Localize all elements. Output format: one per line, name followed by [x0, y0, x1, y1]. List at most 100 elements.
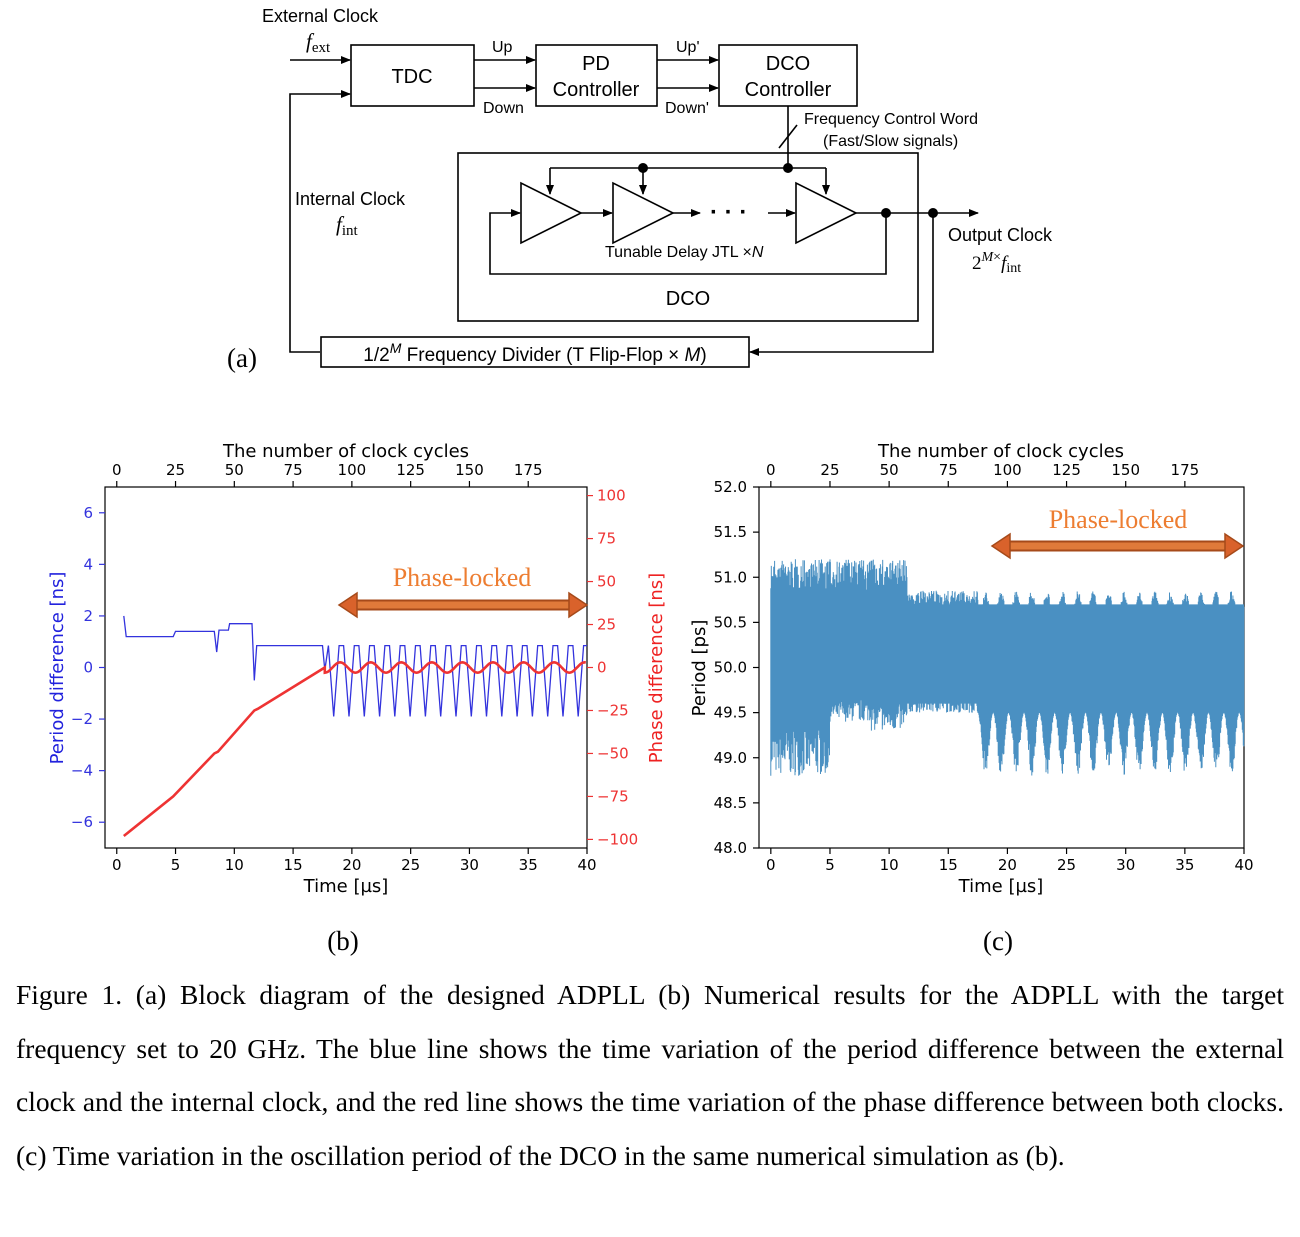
y-tick-label-right: −75 — [597, 787, 629, 805]
y-tick-label: 52.0 — [714, 478, 747, 496]
y-tick-label-right: −50 — [597, 744, 629, 762]
x-tick-label: 35 — [1175, 856, 1194, 874]
external-clock-label: External Clock — [262, 6, 379, 26]
internal-clock-label: Internal Clock — [295, 189, 406, 209]
pd-label-1: PD — [582, 53, 610, 75]
feedback-line — [289, 90, 351, 353]
y-tick-label-right: 50 — [597, 573, 616, 591]
y-tick-label: 49.5 — [714, 704, 747, 722]
ellipsis-dots: · · · — [710, 199, 747, 226]
x-tick-label: 20 — [998, 856, 1017, 874]
jtl-label: Tunable Delay JTL ×N — [605, 244, 764, 261]
tdc-label: TDC — [391, 66, 432, 88]
x-tick-label: 15 — [284, 856, 303, 874]
fcw-label-2: (Fast/Slow signals) — [823, 133, 958, 150]
x-tick-label: 40 — [577, 856, 596, 874]
jtl-buffer — [795, 181, 858, 245]
top-tick-label: 100 — [338, 461, 367, 479]
x-tick-label: 0 — [766, 856, 776, 874]
period-core-band — [770, 599, 1244, 704]
y-tick-label-right: 100 — [597, 487, 626, 505]
y-tick-label-left: 0 — [83, 659, 93, 677]
dco-block — [457, 152, 919, 322]
locked-arrowhead-left — [337, 591, 358, 619]
top-axis-title: The number of clock cycles — [877, 441, 1124, 462]
pd-controller-block — [535, 44, 658, 107]
x-tick-label: 40 — [1234, 856, 1253, 874]
fcw-bus-slash — [778, 124, 798, 149]
figure: External Clock fext TDC Up Down PD Contr… — [47, 6, 1254, 956]
top-tick-label: 175 — [514, 461, 543, 479]
up-label: Up — [492, 39, 513, 56]
y-tick-label: 50.5 — [714, 613, 747, 631]
top-tick-label: 100 — [993, 461, 1022, 479]
dco-controller-label-2: Controller — [745, 79, 832, 101]
y-tick-label-right: 75 — [597, 530, 616, 548]
x-tick-label: 10 — [225, 856, 244, 874]
y-tick-label-right: −25 — [597, 701, 629, 719]
y-tick-label-left: −4 — [71, 762, 93, 780]
pd-label-2: Controller — [553, 79, 640, 101]
x-tick-label: 30 — [460, 856, 479, 874]
locked-arrowhead-right — [568, 591, 589, 619]
phase-locked-label: Phase-locked — [393, 563, 532, 592]
junction-dot — [783, 163, 793, 173]
y-axis-title: Period [ps] — [689, 620, 710, 717]
y-tick-label-right: 0 — [597, 659, 607, 677]
ring-feedback — [489, 209, 887, 275]
tdc-block — [350, 44, 475, 107]
x-tick-label: 5 — [825, 856, 835, 874]
top-tick-label: 50 — [225, 461, 244, 479]
frequency-divider-label: 1/2M Frequency Divider (T Flip-Flop × M) — [363, 340, 706, 366]
y-tick-label-left: −2 — [71, 710, 93, 728]
junction-dot — [881, 208, 891, 218]
y-axis-title-left: Period difference [ns] — [47, 572, 68, 765]
y-axis-title-right: Phase difference [ns] — [646, 573, 667, 763]
up-prime-label: Up' — [676, 39, 700, 56]
chart-b: The number of clock cycles Time [µs] Per… — [47, 441, 667, 956]
down-prime-label: Down' — [665, 100, 709, 117]
top-tick-label: 50 — [880, 461, 899, 479]
x-tick-label: 5 — [171, 856, 181, 874]
x-tick-label: 30 — [1116, 856, 1135, 874]
top-tick-label: 125 — [1052, 461, 1081, 479]
locked-arrowhead-right — [1224, 532, 1245, 560]
y-tick-label: 48.5 — [714, 794, 747, 812]
x-tick-label: 15 — [939, 856, 958, 874]
y-tick-label: 48.0 — [714, 839, 747, 857]
chart-c-marks: 0 5 10 15 20 25 30 35 40 0 25 50 75 100 125 150 175 48.0 4… — [714, 461, 1254, 874]
figure-caption: Figure 1. (a) Block diagram of the desig… — [16, 979, 1284, 1171]
phase-difference-line — [122, 660, 587, 838]
dco-controller-block — [718, 44, 858, 107]
top-tick-label: 0 — [766, 461, 776, 479]
jtl-buffer — [520, 181, 583, 245]
x-tick-label: 0 — [112, 856, 122, 874]
top-tick-label: 25 — [166, 461, 185, 479]
x-tick-label: 35 — [519, 856, 538, 874]
y-tick-label: 51.0 — [714, 568, 747, 586]
top-axis-title: The number of clock cycles — [222, 441, 469, 462]
y-tick-label-right: 25 — [597, 616, 616, 634]
top-tick-label: 150 — [455, 461, 484, 479]
top-tick-label: 75 — [939, 461, 958, 479]
x-tick-label: 25 — [1057, 856, 1076, 874]
top-tick-label: 25 — [820, 461, 839, 479]
x-axis-title: Time [µs] — [303, 876, 389, 897]
y-tick-label-left: 6 — [83, 504, 93, 522]
down-label: Down — [483, 100, 524, 117]
x-tick-label: 25 — [401, 856, 420, 874]
divider-feedback — [749, 213, 934, 356]
y-tick-label-left: −6 — [71, 813, 93, 831]
y-tick-label: 50.0 — [714, 659, 747, 677]
x-tick-label: 10 — [880, 856, 899, 874]
panel-label-b: (b) — [327, 926, 358, 956]
dco-controller-label-1: DCO — [766, 53, 810, 75]
jtl-buffer — [612, 181, 675, 245]
top-tick-label: 75 — [284, 461, 303, 479]
y-tick-label-left: 4 — [83, 555, 93, 573]
output-clock-label: Output Clock — [948, 225, 1053, 245]
f-ext-label: fext — [306, 29, 331, 56]
x-tick-label: 20 — [342, 856, 361, 874]
panel-label-a: (a) — [227, 343, 257, 373]
frequency-divider-block — [320, 336, 750, 368]
